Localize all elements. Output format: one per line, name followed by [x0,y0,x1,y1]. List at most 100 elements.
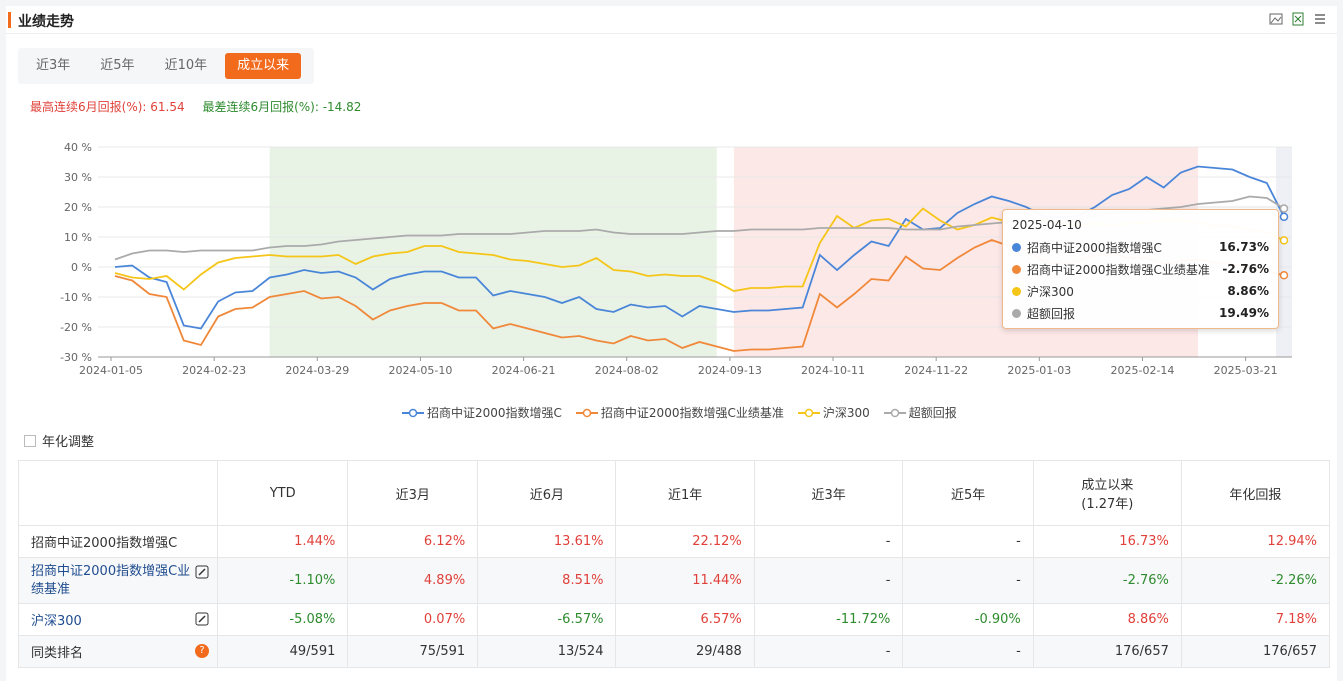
hover-band [1276,147,1292,357]
cell: 6.57% [615,603,755,636]
row-name-cell: 沪深300 [18,603,218,636]
col-header-5y: 近5年 [902,460,1034,526]
x-tick-label: 2025-03-21 [1214,364,1278,377]
cell: -1.10% [216,557,349,604]
y-tick-label: -20 % [60,321,92,334]
help-icon[interactable]: ? [195,644,209,658]
x-tick-label: 2024-05-10 [388,364,452,377]
row-name-link[interactable]: 沪深300 [31,614,82,629]
tooltip-value: 19.49% [1219,306,1269,320]
col-header-3m: 近3月 [347,460,479,526]
row-name-cell: ? 同类排名 [18,635,218,668]
col-header-3y: 近3年 [753,460,904,526]
tooltip-name: 沪深300 [1027,284,1074,299]
chart-legend: 招商中证2000指数增强C 招商中证2000指数增强C业绩基准 沪深300 超额… [402,404,957,421]
cell: 16.73% [1032,525,1182,558]
tab-since-inception[interactable]: 成立以来 [225,53,302,79]
row-name-link[interactable]: 招商中证2000指数增强C业绩基准 [31,563,191,597]
legend-label: 招商中证2000指数增强C业绩基准 [600,406,784,420]
y-tick-label: 20 % [64,201,92,214]
annualize-checkbox[interactable] [24,434,36,447]
y-tick-label: 40 % [64,141,92,154]
x-tick-label: 2024-11-22 [904,364,968,377]
col-header-ytd: YTD [216,460,349,526]
legend-marker-blue [402,408,424,417]
annualize-toggle[interactable]: 年化调整 [24,431,94,450]
cell: -2.26% [1180,557,1331,604]
tooltip-name: 超额回报 [1027,306,1076,321]
tab-3y[interactable]: 近3年 [36,58,71,73]
cell: 49/591 [216,635,349,668]
image-export-icon[interactable] [1269,12,1283,26]
cell: 22.12% [615,525,755,558]
cell: - [753,557,904,604]
tooltip-value: 16.73% [1219,240,1269,254]
tab-5y[interactable]: 近5年 [100,58,135,73]
legend-label: 招商中证2000指数增强C [427,406,562,420]
x-tick-label: 2024-02-23 [182,364,246,377]
cell: -6.57% [477,603,617,636]
header: 业绩走势 [6,6,1337,34]
edit-icon[interactable] [195,565,209,579]
x-tick-label: 2025-02-14 [1111,364,1175,377]
cell: 6.12% [347,525,479,558]
cell: -5.08% [216,603,349,636]
cell: 7.18% [1180,603,1331,636]
row-name-cell: 招商中证2000指数增强C业绩基准 [18,557,218,604]
cell: - [753,525,904,558]
cell: 8.51% [477,557,617,604]
menu-list-icon[interactable] [1313,12,1327,26]
cell: 4.89% [347,557,479,604]
legend-label: 沪深300 [822,406,870,420]
tooltip-dot [1012,308,1021,318]
title-accent-bar [8,12,11,28]
table-header-row: YTD 近3月 近6月 近1年 近3年 近5年 成立以来 (1.27年) 年化回… [18,460,1331,526]
cell: - [902,525,1034,558]
x-tick-label: 2024-08-02 [595,364,659,377]
table-row: 招商中证2000指数增强C业绩基准 -1.10% 4.89% 8.51% 11.… [18,557,1331,604]
cell: 75/591 [347,635,479,668]
data-point [1279,204,1289,213]
annualize-label: 年化调整 [42,435,95,450]
cell: - [902,635,1034,668]
cell: -2.76% [1032,557,1182,604]
x-tick-label: 2025-01-03 [1007,364,1071,377]
data-point [1279,271,1289,280]
cell: -11.72% [753,603,904,636]
tooltip-dot [1012,264,1021,274]
cell: 176/657 [1032,635,1182,668]
legend-benchmark[interactable]: 招商中证2000指数增强C业绩基准 [575,404,784,421]
cell: - [902,557,1034,604]
x-tick-label: 2024-06-21 [492,364,556,377]
legend-marker-orange [575,408,598,417]
legend-hs300[interactable]: 沪深300 [797,404,870,421]
cell: 13.61% [477,525,617,558]
cell: 8.86% [1032,603,1182,636]
worst-6m-return: 最差连续6月回报(%): -14.82 [202,100,362,114]
y-tick-label: -30 % [60,351,92,364]
col-header-annual: 年化回报 [1180,460,1331,526]
y-tick-label: 0 % [71,261,92,274]
cell: 29/488 [615,635,755,668]
tooltip-date: 2025-04-10 [1012,218,1082,232]
x-tick-label: 2024-10-11 [801,364,865,377]
tooltip-row: 招商中证2000指数增强C 16.73% [1012,236,1269,258]
y-tick-label: -10 % [60,291,92,304]
col-header-1y: 近1年 [615,460,755,526]
table-row: 招商中证2000指数增强C 1.44% 6.12% 13.61% 22.12% … [18,525,1331,558]
row-name: 招商中证2000指数增强C [18,525,218,558]
edit-icon[interactable] [195,612,209,626]
cell: 0.07% [347,603,479,636]
tab-10y[interactable]: 近10年 [164,58,208,73]
header-toolbar [1269,12,1327,26]
best-6m-return: 最高连续6月回报(%): 61.54 [30,100,185,114]
cell: - [753,635,904,668]
excel-export-icon[interactable] [1291,12,1305,26]
legend-marker-yellow [797,408,820,417]
legend-excess[interactable]: 超额回报 [883,404,957,421]
data-point [1279,236,1289,245]
page-title: 业绩走势 [18,14,74,30]
legend-fund[interactable]: 招商中证2000指数增强C [402,404,562,421]
table-row: ? 同类排名 49/591 75/591 13/524 29/488 - - 1… [18,635,1331,668]
tooltip-name: 招商中证2000指数增强C业绩基准 [1027,262,1210,277]
